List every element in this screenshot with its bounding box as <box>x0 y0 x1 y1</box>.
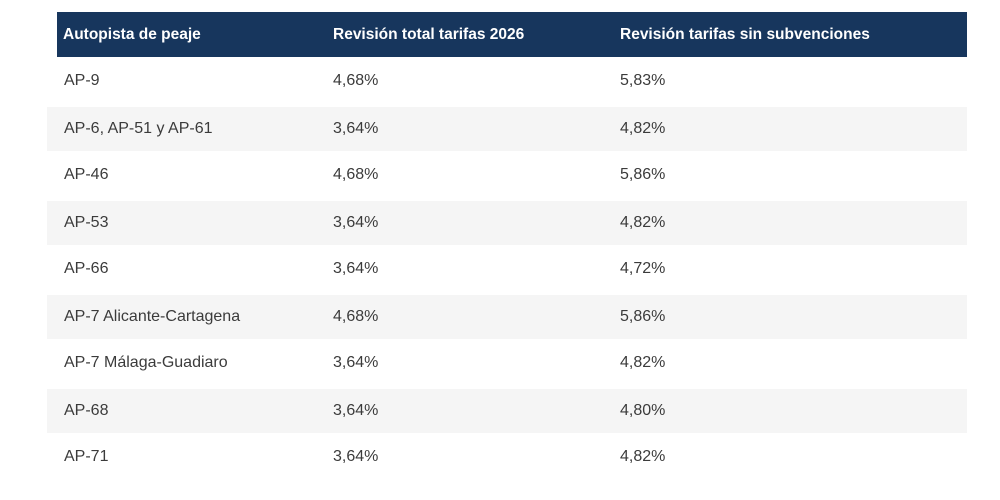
cell-revision-sin-subvenciones: 4,82% <box>620 120 666 137</box>
cell-revision-total: 4,68% <box>333 71 379 89</box>
cell-revision-total: 4,68% <box>333 308 379 325</box>
header-cell-revision-sin-subvenciones: Revisión tarifas sin subvenciones <box>620 25 870 43</box>
header-cell-revision-total: Revisión total tarifas 2026 <box>333 25 525 43</box>
cell-revision-total: 3,64% <box>333 447 379 465</box>
cell-revision-total: 3,64% <box>333 214 379 231</box>
table-row: AP-71 3,64% 4,82% <box>47 433 967 480</box>
cell-autopista: AP-9 <box>64 71 100 89</box>
cell-revision-sin-subvenciones: 4,82% <box>620 353 666 371</box>
cell-revision-sin-subvenciones: 4,82% <box>620 214 666 231</box>
cell-autopista: AP-7 Málaga-Guadiaro <box>64 353 228 371</box>
toll-tariffs-table: Autopista de peaje Revisión total tarifa… <box>47 12 967 480</box>
cell-autopista: AP-71 <box>64 447 109 465</box>
cell-revision-sin-subvenciones: 5,86% <box>620 308 666 325</box>
cell-revision-total: 3,64% <box>333 259 379 277</box>
cell-autopista: AP-7 Alicante-Cartagena <box>64 308 241 325</box>
cell-autopista: AP-66 <box>64 259 109 277</box>
cell-revision-total: 3,64% <box>333 402 379 419</box>
table-header-row: Autopista de peaje Revisión total tarifa… <box>57 12 967 57</box>
table-row: AP-66 3,64% 4,72% <box>47 245 967 292</box>
cell-autopista: AP-6, AP-51 y AP-61 <box>64 120 213 137</box>
header-cell-autopista: Autopista de peaje <box>63 25 201 43</box>
table-row: AP-7 Málaga-Guadiaro 3,64% 4,82% <box>47 339 967 386</box>
table-row: AP-9 4,68% 5,83% <box>47 57 967 104</box>
table-row: AP-46 4,68% 5,86% <box>47 151 967 198</box>
cell-revision-total: 4,68% <box>333 165 379 183</box>
cell-revision-total: 3,64% <box>333 353 379 371</box>
cell-revision-sin-subvenciones: 5,86% <box>620 165 666 183</box>
cell-revision-sin-subvenciones: 4,80% <box>620 402 666 419</box>
table-row: AP-7 Alicante-Cartagena 4,68% 5,86% <box>47 292 967 339</box>
table-body: AP-9 4,68% 5,83% AP-6, AP-51 y AP-61 3,6… <box>47 57 967 480</box>
table-row: AP-68 3,64% 4,80% <box>47 386 967 433</box>
cell-autopista: AP-53 <box>64 214 109 231</box>
cell-autopista: AP-46 <box>64 165 109 183</box>
table-row: AP-6, AP-51 y AP-61 3,64% 4,82% <box>47 104 967 151</box>
table-row: AP-53 3,64% 4,82% <box>47 198 967 245</box>
cell-revision-sin-subvenciones: 4,82% <box>620 447 666 465</box>
cell-revision-sin-subvenciones: 4,72% <box>620 259 666 277</box>
cell-autopista: AP-68 <box>64 402 109 419</box>
cell-revision-total: 3,64% <box>333 120 379 137</box>
cell-revision-sin-subvenciones: 5,83% <box>620 71 666 89</box>
